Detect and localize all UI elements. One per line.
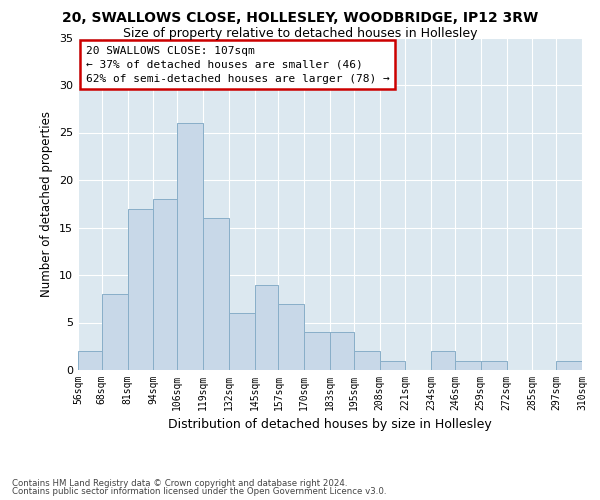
Text: 20 SWALLOWS CLOSE: 107sqm
← 37% of detached houses are smaller (46)
62% of semi-: 20 SWALLOWS CLOSE: 107sqm ← 37% of detac… (86, 46, 389, 84)
Bar (177, 123, 203, 370)
Bar (354, 351, 380, 370)
Bar (481, 360, 506, 370)
Text: Contains HM Land Registry data © Crown copyright and database right 2024.: Contains HM Land Registry data © Crown c… (12, 479, 347, 488)
Bar (254, 284, 278, 370)
Bar (102, 294, 128, 370)
Bar (229, 313, 254, 370)
Bar (128, 208, 154, 370)
Bar (556, 360, 582, 370)
Bar (380, 360, 406, 370)
X-axis label: Distribution of detached houses by size in Hollesley: Distribution of detached houses by size … (168, 418, 492, 432)
Bar (278, 304, 304, 370)
Bar (330, 332, 354, 370)
Text: 20, SWALLOWS CLOSE, HOLLESLEY, WOODBRIDGE, IP12 3RW: 20, SWALLOWS CLOSE, HOLLESLEY, WOODBRIDG… (62, 11, 538, 25)
Bar (455, 360, 481, 370)
Bar (154, 199, 177, 370)
Bar (78, 351, 102, 370)
Bar (304, 332, 330, 370)
Text: Size of property relative to detached houses in Hollesley: Size of property relative to detached ho… (123, 28, 477, 40)
Text: Contains public sector information licensed under the Open Government Licence v3: Contains public sector information licen… (12, 487, 386, 496)
Bar (431, 351, 455, 370)
Y-axis label: Number of detached properties: Number of detached properties (40, 111, 53, 296)
Bar (203, 218, 229, 370)
